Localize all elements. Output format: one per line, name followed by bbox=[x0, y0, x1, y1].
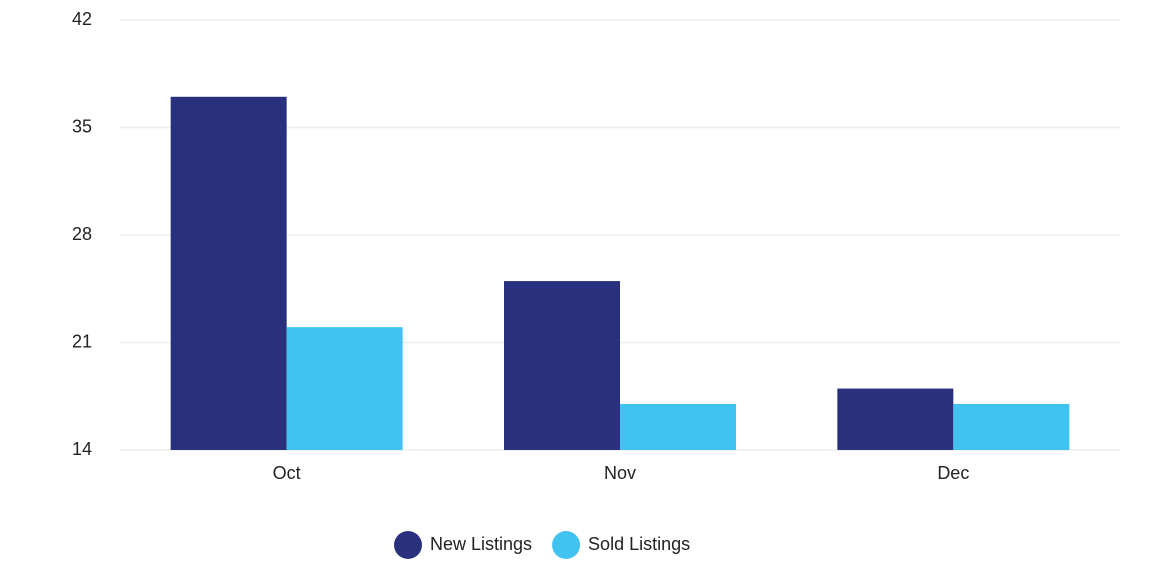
y-tick-label: 28 bbox=[72, 224, 92, 244]
x-tick-label: Oct bbox=[273, 463, 301, 483]
y-tick-label: 42 bbox=[72, 9, 92, 29]
bar bbox=[286, 327, 403, 450]
bar bbox=[504, 281, 620, 450]
bar bbox=[170, 96, 287, 451]
x-tick-label: Nov bbox=[604, 463, 636, 483]
legend-label: New Listings bbox=[430, 534, 532, 554]
bar bbox=[620, 403, 736, 450]
x-tick-label: Dec bbox=[937, 463, 969, 483]
legend-marker bbox=[394, 531, 422, 559]
legend-label: Sold Listings bbox=[588, 534, 690, 554]
bar bbox=[837, 388, 954, 450]
bar bbox=[953, 403, 1070, 450]
y-tick-label: 21 bbox=[72, 331, 92, 351]
y-tick-label: 14 bbox=[72, 439, 92, 459]
legend-marker bbox=[552, 531, 581, 559]
y-tick-label: 35 bbox=[72, 116, 92, 136]
